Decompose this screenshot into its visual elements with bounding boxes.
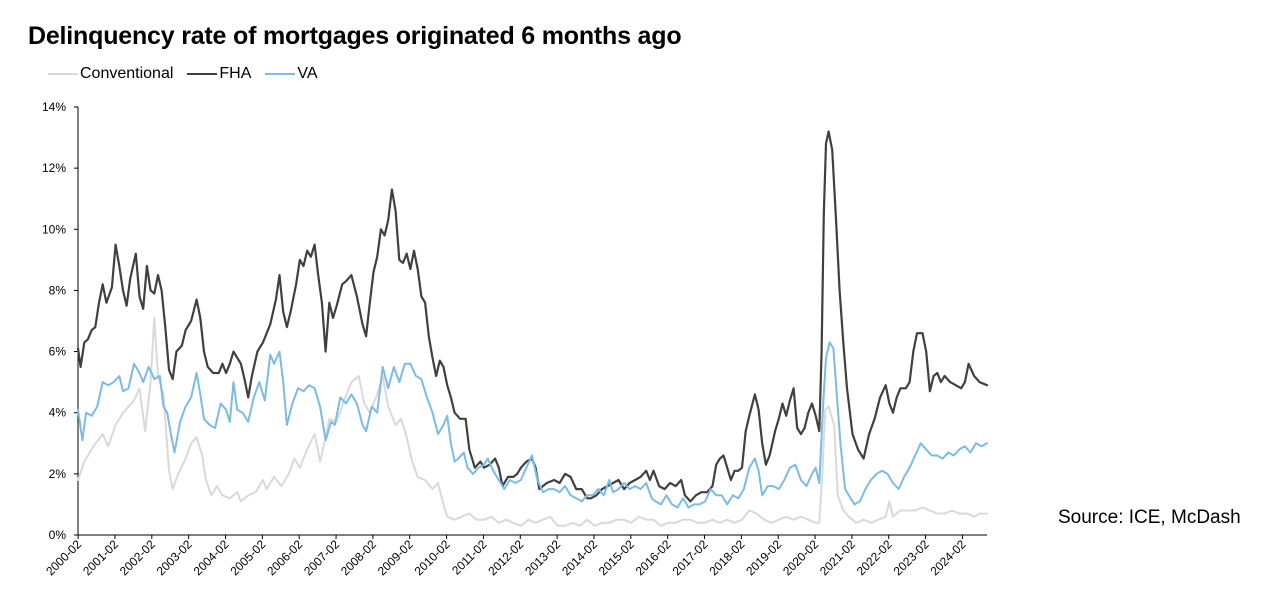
legend-label-va: VA [297,65,318,82]
legend-swatch-conventional [48,73,78,75]
x-tick-label: 2009-02 [375,537,416,578]
x-tick-label: 2001-02 [80,537,121,578]
x-tick-label: 2018-02 [706,537,747,578]
y-tick-label: 0% [49,528,67,542]
x-tick-label: 2023-02 [891,537,932,578]
y-tick-label: 2% [49,467,67,481]
x-tick-label: 2019-02 [743,537,784,578]
x-tick-label: 2005-02 [227,537,268,578]
legend: Conventional FHA VA [48,65,332,83]
chart-title: Delinquency rate of mortgages originated… [28,22,682,50]
x-tick-label: 2000-02 [43,537,84,578]
y-tick-label: 8% [49,283,67,297]
x-tick-label: 2014-02 [559,537,600,578]
x-tick-label: 2016-02 [633,537,674,578]
x-tick-label: 2017-02 [670,537,711,578]
legend-label-fha: FHA [219,65,252,82]
x-tick-label: 2011-02 [449,537,490,578]
series-line-conventional [77,316,988,527]
x-tick-label: 2020-02 [780,537,821,578]
series-line-fha [76,130,989,503]
x-tick-label: 2024-02 [928,537,969,578]
y-tick-label: 6% [49,345,67,359]
legend-swatch-fha [187,73,218,75]
x-tick-label: 2002-02 [117,537,158,578]
legend-item-conventional: Conventional [48,65,173,83]
x-tick-label: 2021-02 [817,537,858,578]
x-tick-label: 2013-02 [522,537,563,578]
x-tick-label: 2006-02 [264,537,305,578]
x-tick-label: 2022-02 [854,537,895,578]
series-line-va [77,341,988,509]
x-tick-label: 2010-02 [412,537,453,578]
x-tick-label: 2015-02 [596,537,637,578]
x-tick-label: 2003-02 [154,537,195,578]
x-tick-label: 2004-02 [191,537,232,578]
y-tick-label: 12% [42,161,66,175]
x-tick-label: 2012-02 [485,537,526,578]
legend-swatch-va [265,73,296,75]
legend-item-va: VA [265,65,318,83]
source-note: Source: ICE, McDash [1058,507,1241,528]
legend-item-fha: FHA [187,65,251,83]
x-tick-label: 2007-02 [301,537,342,578]
y-tick-label: 10% [42,222,66,236]
y-tick-label: 4% [49,406,67,420]
y-tick-label: 14% [42,100,66,114]
legend-label-conventional: Conventional [80,65,174,82]
x-tick-label: 2008-02 [338,537,379,578]
